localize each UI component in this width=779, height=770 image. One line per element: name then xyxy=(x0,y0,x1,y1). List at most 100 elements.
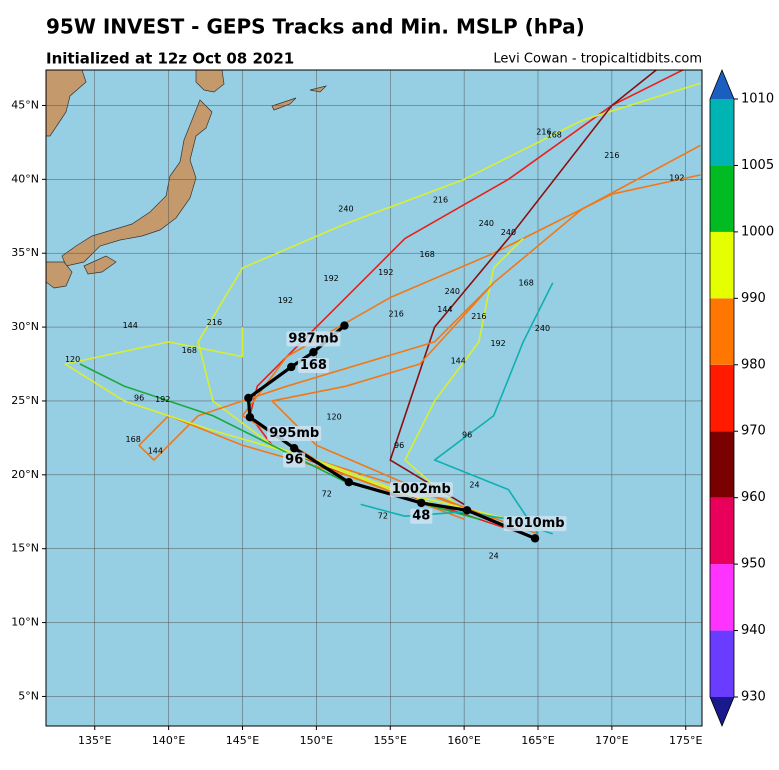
kyushu xyxy=(46,261,73,289)
hour-label: 168 xyxy=(126,435,141,444)
hour-label: 24 xyxy=(489,552,499,561)
mean-track-point xyxy=(462,506,472,515)
hour-label: 72 xyxy=(322,490,332,499)
hour-label: 144 xyxy=(451,357,466,366)
colorbar-tick-label: 990 xyxy=(741,291,766,306)
hour-label: 192 xyxy=(278,296,293,305)
mean-track-point xyxy=(287,362,296,372)
label-background xyxy=(410,508,433,524)
hour-label: 216 xyxy=(207,318,222,327)
colorbar-segment xyxy=(710,364,734,432)
mean-track-label: 1010mb xyxy=(506,516,565,531)
ensemble-track xyxy=(389,70,657,506)
colorbar-tick-label: 1000 xyxy=(741,224,774,239)
colorbar-over xyxy=(710,70,734,99)
mean-track-point xyxy=(417,498,426,508)
shikoku xyxy=(83,255,117,275)
hour-label: 216 xyxy=(604,151,619,160)
ocean xyxy=(46,70,702,726)
colorbar-tick-label: 1010 xyxy=(741,92,774,107)
hour-label: 24 xyxy=(469,481,479,490)
colorbar-tick-label: 940 xyxy=(741,623,766,638)
mean-track-point xyxy=(290,444,299,453)
hour-label: 216 xyxy=(389,309,404,318)
mean-track-label: 96 xyxy=(285,453,303,468)
hour-label: 240 xyxy=(535,324,550,333)
lat-tick-label: 20°N xyxy=(11,468,39,481)
hour-label: 144 xyxy=(123,321,138,330)
hour-label: 216 xyxy=(536,128,551,137)
kuril-islands xyxy=(271,97,297,111)
credit: Levi Cowan - tropicaltidbits.com xyxy=(493,52,702,67)
lon-tick-label: 150°E xyxy=(300,734,333,747)
label-background xyxy=(389,482,453,498)
hour-label: 168 xyxy=(420,250,435,259)
hour-label: 192 xyxy=(490,339,505,348)
colorbar-segment xyxy=(710,231,734,299)
lon-tick-label: 175°E xyxy=(669,734,702,747)
mean-track-point xyxy=(530,534,540,543)
hokkaido xyxy=(195,70,225,93)
lon-tick-label: 160°E xyxy=(447,734,480,747)
mean-track-point xyxy=(344,478,354,487)
lat-tick-label: 25°N xyxy=(11,394,39,407)
label-background xyxy=(267,425,322,441)
hour-label: 168 xyxy=(182,346,197,355)
hour-label: 144 xyxy=(437,305,452,314)
lat-tick-label: 35°N xyxy=(11,246,39,259)
label-background xyxy=(283,452,306,468)
hour-label: 240 xyxy=(445,287,460,296)
hour-label: 120 xyxy=(326,413,341,422)
colorbar-segment xyxy=(710,298,734,365)
hour-label: 192 xyxy=(324,274,339,283)
hour-label: 240 xyxy=(338,204,353,213)
land xyxy=(46,70,328,289)
colorbar-segment xyxy=(710,630,734,697)
label-background xyxy=(503,516,567,532)
ensemble-track xyxy=(271,144,701,520)
colorbar-tick-label: 970 xyxy=(741,424,766,439)
mean-track-label: 1002mb xyxy=(392,482,451,497)
colorbar-segment xyxy=(710,564,734,631)
hour-label: 72 xyxy=(378,512,388,521)
title: 95W INVEST - GEPS Tracks and Min. MSLP (… xyxy=(46,15,585,39)
label-background xyxy=(286,331,341,347)
hour-label: 216 xyxy=(471,312,486,321)
lon-tick-label: 165°E xyxy=(521,734,554,747)
mean-track-label: 987mb xyxy=(288,331,338,346)
mean-track-label: 48 xyxy=(412,509,430,524)
hour-label: 192 xyxy=(669,173,684,182)
subtitle: Initialized at 12z Oct 08 2021 xyxy=(46,50,294,68)
mean-track-point xyxy=(309,347,318,357)
hour-label: 240 xyxy=(501,228,516,237)
colorbar-tick-label: 960 xyxy=(741,490,766,505)
hour-label: 120 xyxy=(65,355,80,364)
colorbar-tick-label: 980 xyxy=(741,357,766,372)
colorbar-tick-label: 950 xyxy=(741,557,766,572)
lat-tick-label: 40°N xyxy=(11,172,39,185)
lat-tick-label: 45°N xyxy=(11,98,39,111)
hour-label: 96 xyxy=(134,394,144,403)
colorbar-under xyxy=(710,697,734,726)
mean-track-point xyxy=(244,393,253,403)
hour-label: 168 xyxy=(547,131,562,140)
mean-track-label: 168 xyxy=(300,358,327,373)
colorbar-segment xyxy=(710,99,734,166)
korea xyxy=(46,70,87,137)
colorbar-segment xyxy=(710,431,734,498)
hour-label: 192 xyxy=(155,395,170,404)
lat-tick-label: 15°N xyxy=(11,542,39,555)
lon-tick-label: 155°E xyxy=(374,734,407,747)
ensemble-track xyxy=(433,282,554,535)
hour-label: 168 xyxy=(519,278,534,287)
label-background xyxy=(297,357,329,373)
kuril-islands xyxy=(309,85,328,93)
colorbar-tick-label: 930 xyxy=(741,690,766,705)
hour-label: 192 xyxy=(378,268,393,277)
colorbar-segment xyxy=(710,497,734,565)
hour-label: 240 xyxy=(479,219,494,228)
colorbar-tick-label: 1005 xyxy=(741,158,774,173)
lat-tick-label: 30°N xyxy=(11,320,39,333)
mean-track-point xyxy=(245,413,255,422)
